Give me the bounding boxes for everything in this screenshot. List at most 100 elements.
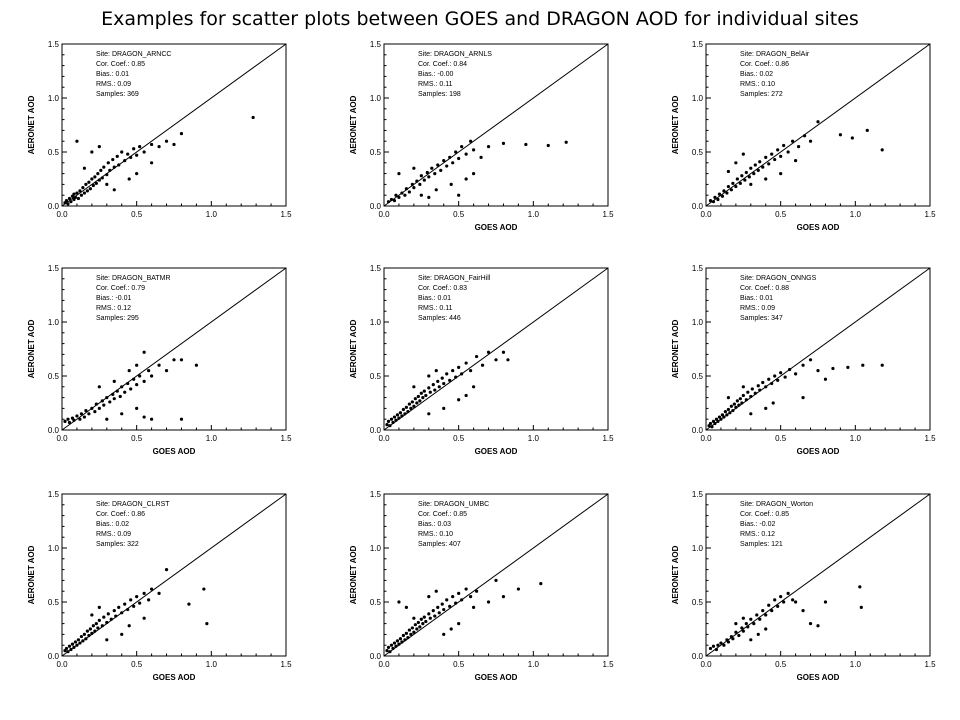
data-point — [97, 618, 101, 622]
data-point — [486, 145, 491, 149]
stat-line: Samples: 121 — [740, 541, 783, 548]
x-tick-label: 0.0 — [700, 660, 712, 669]
data-point — [740, 401, 744, 405]
y-tick-label: 1.0 — [48, 544, 60, 553]
data-point — [120, 632, 124, 636]
data-point — [72, 418, 76, 422]
data-point — [422, 389, 426, 393]
data-point — [409, 406, 413, 410]
data-point — [150, 587, 154, 591]
x-tick-label: 0.0 — [56, 660, 68, 669]
data-point — [115, 389, 119, 393]
data-point — [67, 644, 72, 648]
data-point — [126, 152, 130, 156]
data-point — [816, 624, 820, 628]
data-point — [738, 397, 742, 401]
data-point — [179, 417, 184, 421]
y-axis-title: AERONET AOD — [671, 545, 680, 604]
data-point — [179, 358, 184, 362]
data-point — [764, 613, 768, 617]
data-point — [404, 631, 408, 635]
data-point — [412, 404, 416, 408]
data-point — [127, 369, 131, 373]
data-point — [413, 623, 417, 627]
data-point — [102, 165, 106, 169]
data-point — [427, 175, 431, 179]
y-tick-label: 1.0 — [370, 544, 382, 553]
x-tick-label: 1.5 — [602, 210, 614, 219]
data-point — [397, 600, 401, 604]
data-point — [87, 412, 91, 416]
data-point — [132, 377, 136, 381]
plot-frame — [383, 493, 609, 657]
data-point — [187, 602, 191, 606]
data-point — [78, 641, 82, 645]
data-point — [776, 378, 780, 382]
x-tick-label: 0.5 — [131, 210, 143, 219]
data-point — [764, 627, 768, 631]
data-point — [469, 595, 473, 599]
scatter-plot: 0.0 0.5 1.0 1.5 0.0 0.5 1.0 1.5 GOES AOD AERONET … — [671, 490, 936, 682]
y-tick-label: 0.0 — [370, 652, 382, 661]
data-point — [102, 615, 106, 619]
x-tick-label: 1.0 — [206, 660, 218, 669]
data-point — [731, 637, 735, 641]
scatter-panel: 0.0 0.5 1.0 1.5 0.0 0.5 1.0 1.5 GOES AOD AERONET … — [344, 262, 614, 458]
data-point — [111, 392, 115, 396]
site-label: Site: DRAGON_Worton — [740, 501, 813, 508]
scatter-panel: 0.0 0.5 1.0 1.5 0.0 0.5 1.0 1.5 GOES AOD AERONET … — [666, 488, 936, 684]
stat-line: RMS.: 0.10 — [418, 531, 453, 538]
data-point — [729, 404, 733, 408]
data-point — [412, 166, 416, 170]
data-point — [75, 414, 79, 418]
data-point — [407, 628, 411, 632]
data-point — [524, 142, 528, 147]
data-point — [451, 161, 455, 165]
data-point — [448, 604, 452, 608]
y-tick-label: 0.0 — [692, 202, 704, 211]
data-point — [120, 611, 124, 615]
site-label: Site: DRAGON_BelAir — [740, 51, 810, 58]
data-point — [386, 419, 391, 423]
data-point — [135, 363, 139, 367]
data-point — [93, 410, 97, 414]
data-point — [439, 168, 443, 172]
stat-line: Samples: 198 — [418, 91, 461, 98]
data-point — [749, 166, 753, 170]
data-point — [719, 417, 723, 421]
stat-line: Bias.: -0.01 — [96, 295, 132, 302]
data-point — [838, 133, 842, 137]
data-point — [84, 182, 88, 186]
data-point — [100, 399, 104, 403]
data-point — [726, 396, 730, 400]
data-point — [129, 387, 133, 391]
data-point — [82, 415, 86, 419]
data-point — [202, 587, 206, 591]
data-point — [442, 159, 446, 163]
stat-line: Bias.: 0.03 — [418, 521, 451, 528]
data-point — [726, 184, 730, 189]
data-point — [708, 421, 713, 426]
data-point — [424, 393, 428, 398]
data-point — [70, 642, 75, 646]
stat-line: Bias.: 0.01 — [418, 295, 451, 302]
data-point — [418, 182, 422, 186]
data-point — [451, 595, 455, 599]
data-point — [142, 591, 146, 595]
data-point — [436, 379, 440, 383]
stat-line: Bias.: 0.02 — [740, 71, 773, 78]
data-point — [427, 612, 431, 616]
y-tick-label: 1.5 — [692, 490, 704, 499]
site-label: Site: DRAGON_ONNGS — [740, 275, 817, 282]
data-point — [753, 391, 757, 395]
plot-frame — [705, 43, 931, 207]
y-tick-label: 0.5 — [370, 598, 382, 607]
data-point — [480, 363, 485, 367]
data-point — [457, 365, 461, 369]
data-point — [501, 350, 506, 354]
x-tick-label: 1.5 — [924, 210, 936, 219]
data-point — [412, 630, 416, 634]
stat-line: RMS.: 0.11 — [418, 81, 453, 88]
data-point — [81, 639, 85, 643]
data-point — [782, 143, 786, 148]
